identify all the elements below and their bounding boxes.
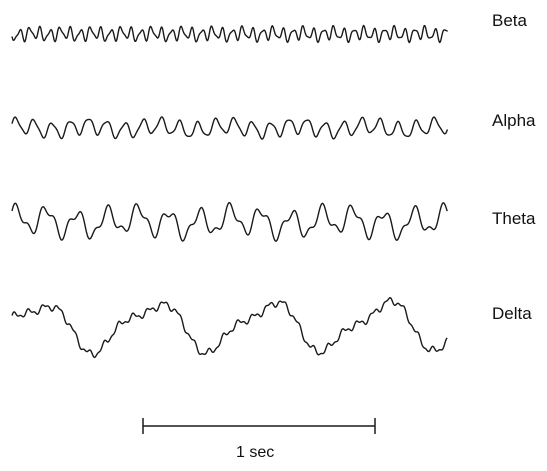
delta-label: Delta (492, 304, 532, 323)
beta-label: Beta (492, 11, 527, 30)
theta-label: Theta (492, 209, 536, 228)
time-scale-bar (142, 418, 376, 434)
beta-wave-trace (11, 24, 449, 44)
alpha-wave-trace (11, 116, 449, 140)
delta-wave-trace (11, 297, 448, 359)
scale-bar-label: 1 sec (236, 444, 275, 461)
theta-wave-trace (11, 201, 448, 242)
alpha-label: Alpha (492, 111, 536, 130)
